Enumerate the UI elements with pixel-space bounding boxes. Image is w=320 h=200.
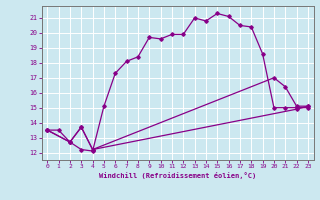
X-axis label: Windchill (Refroidissement éolien,°C): Windchill (Refroidissement éolien,°C): [99, 172, 256, 179]
